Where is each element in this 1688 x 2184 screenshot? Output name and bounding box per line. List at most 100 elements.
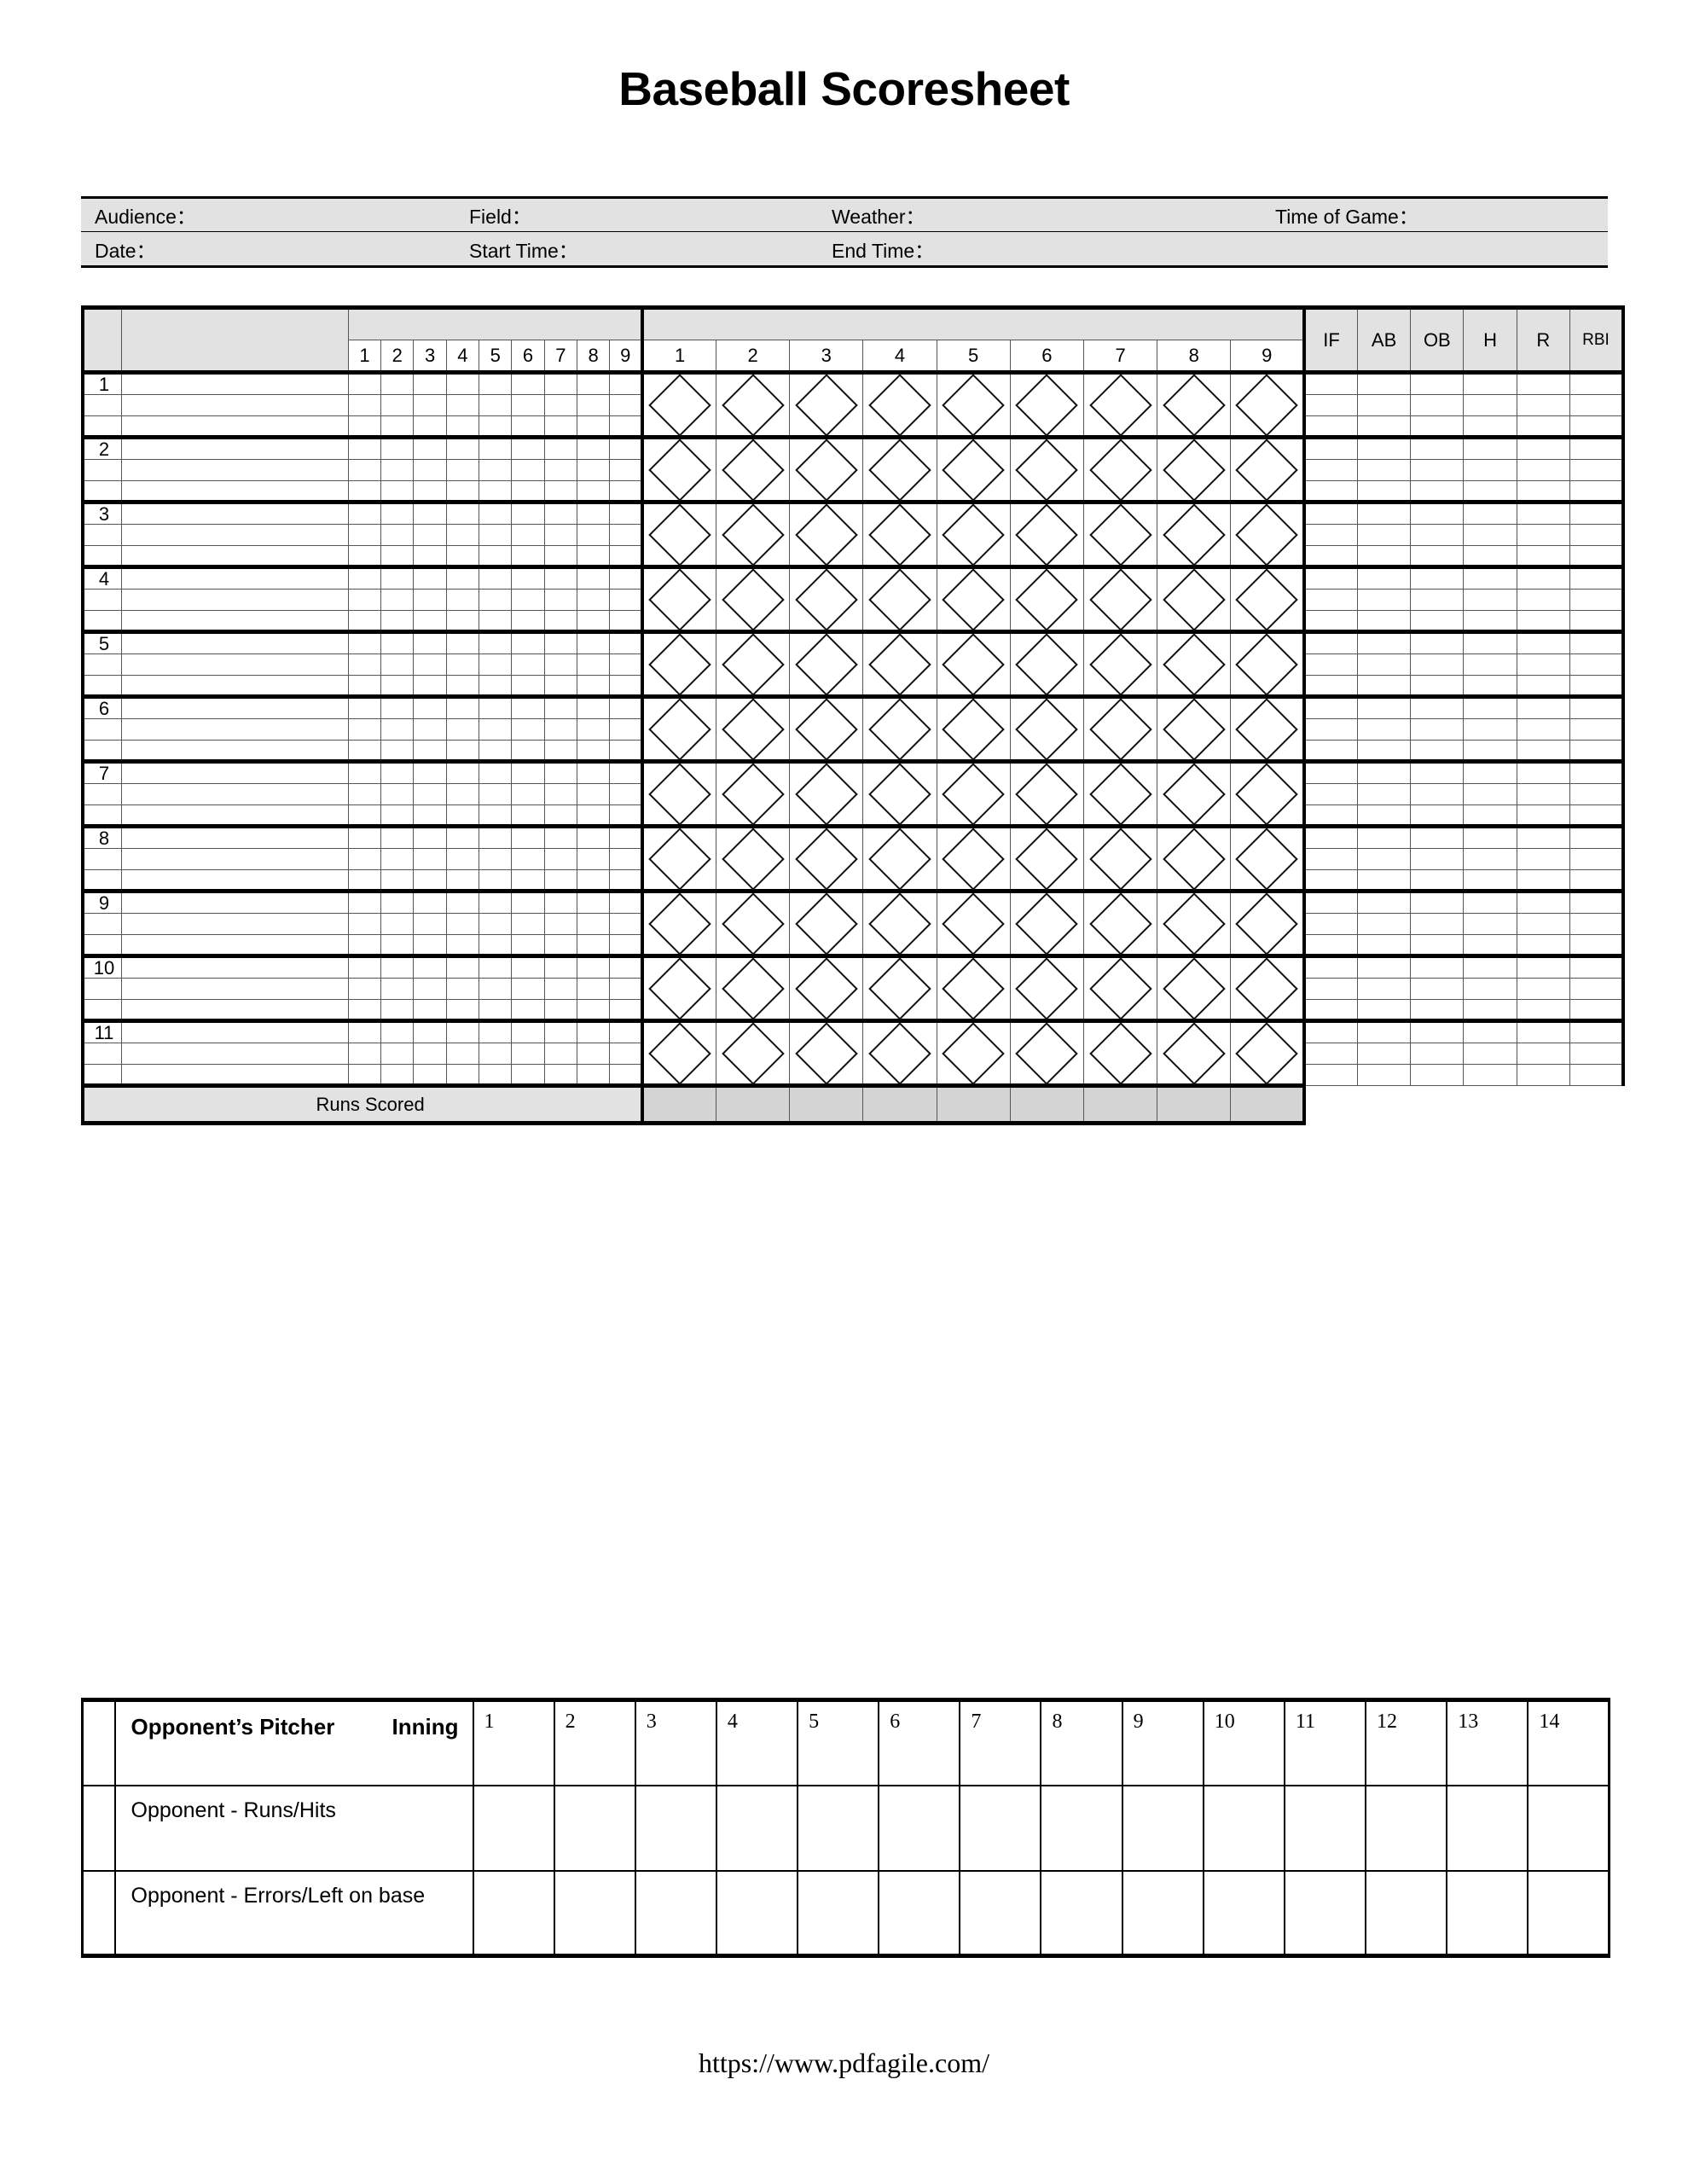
stat-cell-r[interactable] [1516, 480, 1571, 502]
stat-cell-r[interactable] [1516, 824, 1571, 849]
stat-cell-rbi[interactable] [1569, 1019, 1625, 1043]
field-position-cell[interactable] [511, 824, 545, 849]
stat-cell-rbi[interactable] [1569, 565, 1625, 590]
field-position-cell[interactable] [479, 630, 513, 654]
inning-cell[interactable] [715, 370, 791, 438]
field-position-cell[interactable] [543, 889, 578, 914]
stat-cell-ob[interactable] [1410, 589, 1465, 611]
stat-cell-r[interactable] [1516, 630, 1571, 654]
field-position-cell[interactable] [543, 824, 578, 849]
field-position-cell[interactable] [347, 435, 382, 460]
inning-cell[interactable] [1082, 824, 1158, 892]
field-position-cell[interactable] [445, 740, 480, 762]
field-position-cell[interactable] [511, 999, 545, 1021]
field-position-cell[interactable] [347, 759, 382, 784]
stat-cell-if[interactable] [1302, 1064, 1358, 1086]
batter-name-input-4[interactable] [121, 589, 349, 611]
stat-cell-h[interactable] [1463, 740, 1517, 762]
opponent-errors-left-cell[interactable] [797, 1869, 880, 1957]
field-position-cell[interactable] [347, 565, 382, 590]
stat-cell-h[interactable] [1463, 545, 1517, 567]
stat-cell-rbi[interactable] [1569, 524, 1625, 546]
stat-cell-r[interactable] [1516, 718, 1571, 741]
stat-cell-rbi[interactable] [1569, 653, 1625, 676]
batter-name-input-7[interactable] [121, 759, 349, 784]
field-position-cell[interactable] [380, 675, 415, 697]
stat-cell-if[interactable] [1302, 978, 1358, 1000]
field-position-cell[interactable] [479, 978, 513, 1000]
stat-cell-h[interactable] [1463, 630, 1517, 654]
batter-name-input-11[interactable] [121, 1019, 349, 1043]
field-position-cell[interactable] [413, 565, 447, 590]
stat-cell-ob[interactable] [1410, 783, 1465, 805]
inning-cell[interactable] [862, 694, 937, 762]
field-position-cell[interactable] [413, 545, 447, 567]
field-position-cell[interactable] [347, 913, 382, 935]
inning-cell[interactable] [1009, 889, 1084, 956]
field-position-cell[interactable] [609, 718, 643, 741]
field-position-cell[interactable] [511, 1043, 545, 1065]
inning-cell[interactable] [789, 824, 864, 892]
field-position-cell[interactable] [479, 1019, 513, 1043]
batter-name-input-8[interactable] [121, 824, 349, 849]
field-position-cell[interactable] [609, 394, 643, 416]
stat-cell-h[interactable] [1463, 524, 1517, 546]
field-position-cell[interactable] [609, 459, 643, 481]
stat-cell-r[interactable] [1516, 565, 1571, 590]
field-position-cell[interactable] [543, 869, 578, 892]
stat-cell-ob[interactable] [1410, 848, 1465, 870]
field-position-cell[interactable] [347, 954, 382, 979]
inning-cell[interactable] [641, 500, 716, 567]
field-position-cell[interactable] [380, 804, 415, 827]
field-position-cell[interactable] [479, 524, 513, 546]
field-position-cell[interactable] [577, 500, 611, 525]
field-position-cell[interactable] [413, 848, 447, 870]
stat-cell-r[interactable] [1516, 954, 1571, 979]
field-position-cell[interactable] [445, 869, 480, 892]
inning-cell[interactable] [862, 954, 937, 1021]
field-position-cell[interactable] [347, 394, 382, 416]
stat-cell-h[interactable] [1463, 848, 1517, 870]
batter-name-input-9[interactable] [121, 934, 349, 956]
field-position-cell[interactable] [347, 500, 382, 525]
field-position-cell[interactable] [445, 978, 480, 1000]
field-position-cell[interactable] [511, 480, 545, 502]
stat-cell-h[interactable] [1463, 824, 1517, 849]
field-position-cell[interactable] [543, 804, 578, 827]
stat-cell-r[interactable] [1516, 869, 1571, 892]
field-position-cell[interactable] [543, 913, 578, 935]
field-position-cell[interactable] [511, 370, 545, 395]
field-position-cell[interactable] [445, 824, 480, 849]
field-position-cell[interactable] [347, 370, 382, 395]
field-position-cell[interactable] [479, 889, 513, 914]
field-position-cell[interactable] [479, 610, 513, 632]
stat-cell-rbi[interactable] [1569, 545, 1625, 567]
stat-cell-ob[interactable] [1410, 954, 1465, 979]
opponent-errors-left-cell[interactable] [553, 1869, 636, 1957]
field-position-cell[interactable] [543, 459, 578, 481]
batter-name-input-4[interactable] [121, 565, 349, 590]
inning-cell[interactable] [1230, 889, 1305, 956]
field-position-cell[interactable] [347, 824, 382, 849]
field-position-cell[interactable] [347, 934, 382, 956]
field-position-cell[interactable] [577, 370, 611, 395]
field-position-cell[interactable] [347, 694, 382, 719]
stat-cell-rbi[interactable] [1569, 370, 1625, 395]
stat-cell-ob[interactable] [1410, 718, 1465, 741]
stat-cell-r[interactable] [1516, 589, 1571, 611]
field-position-cell[interactable] [479, 804, 513, 827]
field-position-cell[interactable] [347, 630, 382, 654]
opponent-errors-left-cell[interactable] [1446, 1869, 1529, 1957]
stat-cell-rbi[interactable] [1569, 913, 1625, 935]
opponent-errors-left-cell[interactable] [959, 1869, 1042, 1957]
stat-cell-ob[interactable] [1410, 934, 1465, 956]
inning-cell[interactable] [715, 435, 791, 502]
field-position-cell[interactable] [609, 653, 643, 676]
field-position-cell[interactable] [543, 589, 578, 611]
opponent-runs-hits-cell[interactable] [553, 1784, 636, 1872]
field-position-cell[interactable] [577, 740, 611, 762]
stat-cell-h[interactable] [1463, 459, 1517, 481]
field-position-cell[interactable] [511, 545, 545, 567]
stat-cell-h[interactable] [1463, 435, 1517, 460]
field-position-cell[interactable] [609, 610, 643, 632]
